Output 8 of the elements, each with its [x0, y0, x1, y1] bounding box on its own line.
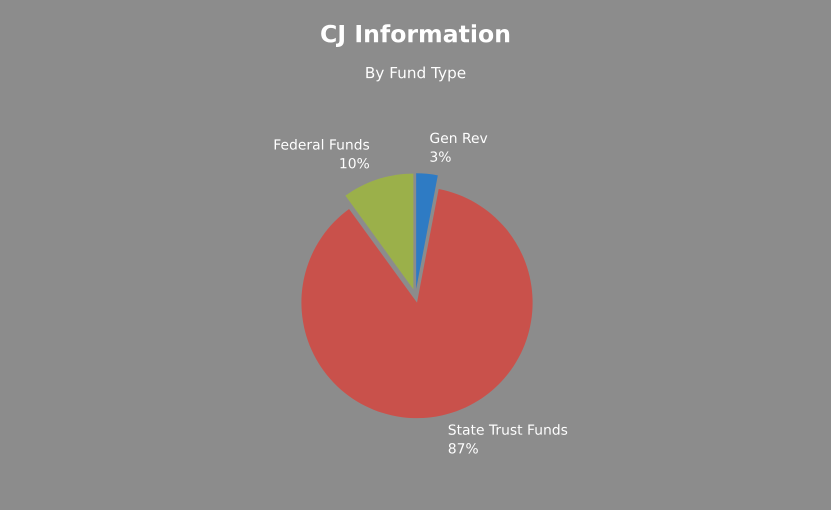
chart-subtitle: By Fund Type	[366, 66, 466, 82]
chart-title: CJ Information	[321, 24, 510, 47]
data-label: 87%	[448, 443, 478, 454]
slice-label: Gen Rev	[430, 132, 488, 144]
slice-label: Federal Funds	[274, 138, 370, 150]
slice-label: State Trust Funds	[448, 424, 568, 435]
data-label: 10%	[340, 158, 370, 168]
data-label: 3%	[430, 151, 451, 162]
